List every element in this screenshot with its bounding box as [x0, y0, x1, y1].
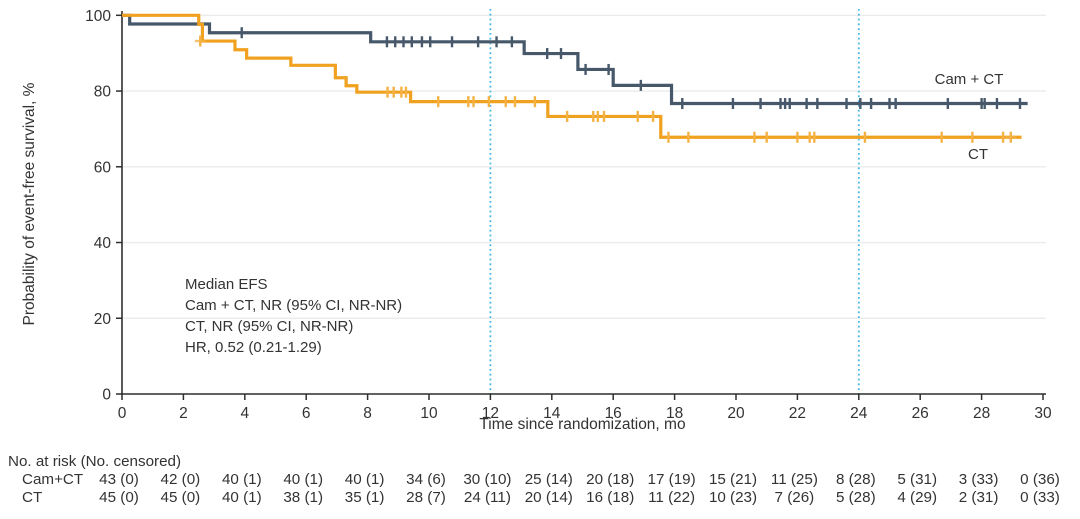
- km-curve-ct: [122, 13, 1022, 139]
- x-tick-label-12: 12: [482, 405, 499, 422]
- risk-value: 34 (6): [406, 471, 446, 488]
- y-tick-label-0: 0: [102, 387, 111, 404]
- risk-value: 10 (23): [708, 489, 758, 506]
- risk-value: 20 (14): [524, 489, 573, 506]
- risk-value: 42 (0): [160, 471, 201, 488]
- x-tick-label-24: 24: [850, 405, 868, 422]
- risk-value: 7 (26): [774, 489, 815, 506]
- risk-value: 5 (28): [835, 489, 876, 506]
- risk-table-header: No. at risk (No. censored): [8, 453, 182, 470]
- risk-value: 5 (31): [897, 471, 938, 488]
- y-tick-label-60: 60: [94, 159, 112, 176]
- risk-value: 38 (1): [283, 489, 324, 506]
- curve-label-cam-ct: Cam + CT: [934, 71, 1004, 88]
- risk-value: 2 (31): [958, 489, 999, 506]
- risk-value: 16 (18): [586, 489, 635, 506]
- x-tick-label-22: 22: [789, 405, 806, 422]
- x-tick-label-4: 4: [240, 405, 249, 422]
- risk-value: 0 (33): [1020, 489, 1060, 506]
- y-axis-title: Probability of event-free survival, %: [21, 82, 38, 326]
- risk-value: 40 (1): [221, 471, 262, 488]
- annotation-ct: CT, NR (95% CI, NR-NR): [185, 318, 354, 335]
- annotation-hr: HR, 0.52 (0.21-1.29): [185, 339, 322, 356]
- y-tick-label-20: 20: [94, 311, 112, 328]
- risk-value: 40 (1): [283, 471, 324, 488]
- risk-value: 0 (36): [1020, 471, 1060, 488]
- risk-value: 17 (19): [647, 471, 696, 488]
- x-tick-label-0: 0: [118, 405, 127, 422]
- risk-value: 40 (1): [344, 471, 385, 488]
- y-tick-label-100: 100: [85, 8, 111, 25]
- x-tick-label-28: 28: [973, 405, 990, 422]
- x-tick-label-26: 26: [912, 405, 929, 422]
- risk-row-label-cam-ct: Cam+CT: [22, 471, 84, 488]
- risk-value: 40 (1): [221, 489, 262, 506]
- risk-value: 30 (10): [463, 471, 512, 488]
- risk-value: 25 (14): [524, 471, 573, 488]
- median-efs-annotation: Median EFS Cam + CT, NR (95% CI, NR-NR) …: [185, 274, 402, 358]
- x-tick-label-2: 2: [179, 405, 188, 422]
- risk-value: 45 (0): [160, 489, 201, 506]
- risk-value: 43 (0): [99, 471, 139, 488]
- risk-value: 8 (28): [835, 471, 876, 488]
- risk-value: 45 (0): [99, 489, 139, 506]
- risk-row-label-ct: CT: [22, 489, 43, 506]
- y-tick-label-40: 40: [94, 235, 112, 252]
- risk-value: 4 (29): [897, 489, 938, 506]
- risk-value: 28 (7): [406, 489, 446, 506]
- annotation-median-efs: Median EFS: [185, 276, 268, 293]
- y-tick-label-80: 80: [94, 84, 112, 101]
- x-tick-label-6: 6: [302, 405, 311, 422]
- x-axis-title: Time since randomization, mo: [479, 416, 686, 433]
- annotation-cam-ct: Cam + CT, NR (95% CI, NR-NR): [185, 297, 403, 314]
- risk-value: 15 (21): [708, 471, 758, 488]
- x-tick-label-30: 30: [1034, 405, 1052, 422]
- curve-label-ct: CT: [968, 146, 988, 163]
- x-tick-label-10: 10: [420, 405, 438, 422]
- x-tick-label-18: 18: [666, 405, 683, 422]
- risk-value: 35 (1): [344, 489, 385, 506]
- risk-value: 24 (11): [463, 489, 511, 506]
- risk-value: 11 (22): [648, 489, 696, 506]
- risk-value: 11 (25): [770, 471, 818, 488]
- km-curve-cam-ct: [122, 13, 1028, 106]
- risk-value: 3 (33): [958, 471, 999, 488]
- risk-value: 20 (18): [586, 471, 635, 488]
- x-tick-label-14: 14: [543, 405, 561, 422]
- x-tick-label-16: 16: [605, 405, 622, 422]
- x-tick-label-8: 8: [363, 405, 372, 422]
- x-tick-label-20: 20: [727, 405, 745, 422]
